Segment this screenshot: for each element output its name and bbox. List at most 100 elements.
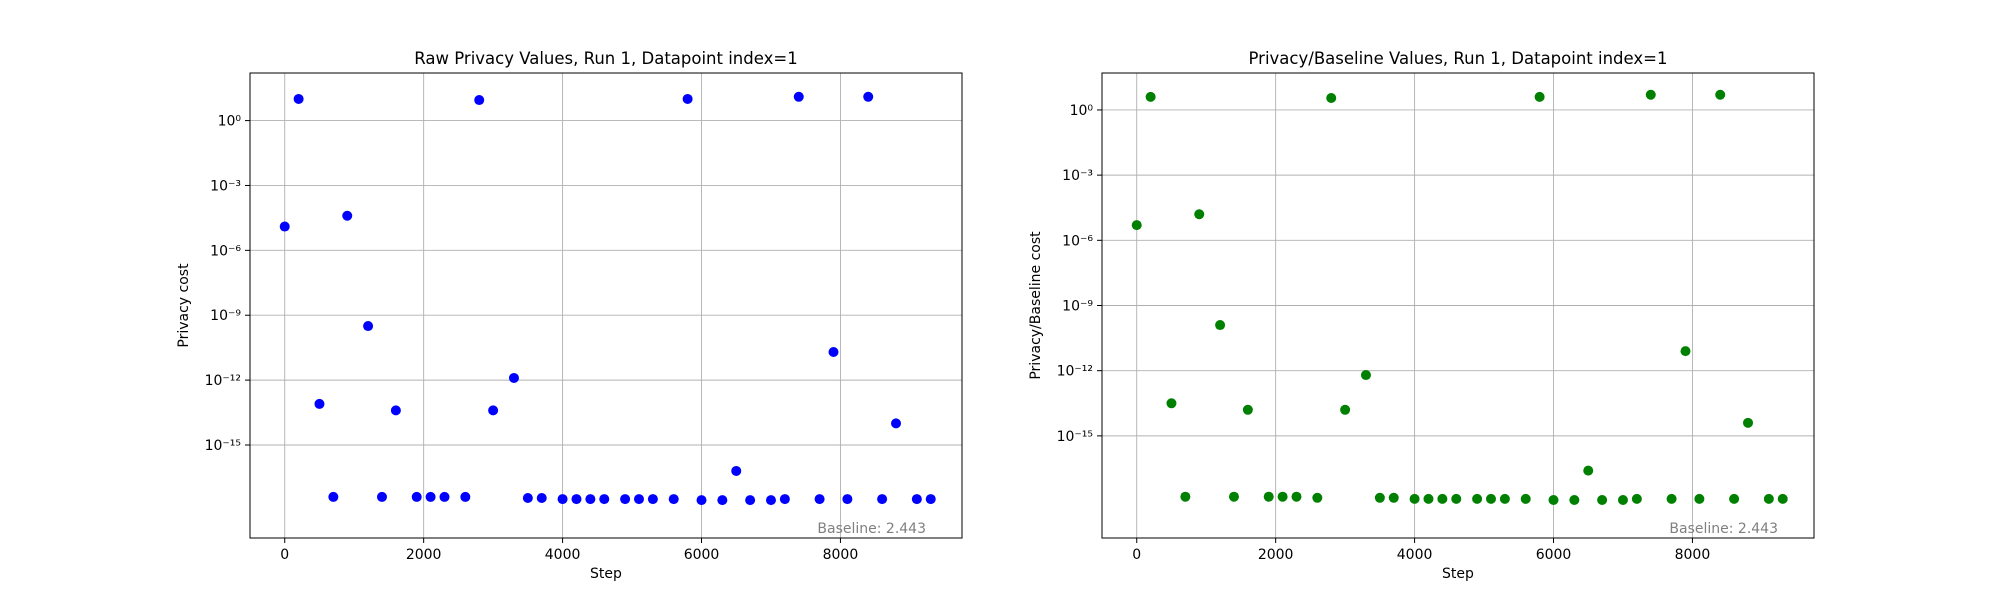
x-tick-label: 0 xyxy=(280,547,289,563)
x-axis-label: Step xyxy=(590,566,622,582)
data-point xyxy=(1423,493,1434,504)
data-point xyxy=(390,405,401,416)
x-tick-label: 0 xyxy=(1132,547,1141,563)
data-point xyxy=(363,321,374,332)
data-point xyxy=(1631,493,1642,504)
data-point xyxy=(925,494,936,505)
data-point xyxy=(1583,465,1594,476)
data-point xyxy=(1715,89,1726,100)
data-point xyxy=(682,93,693,104)
data-point xyxy=(717,495,728,506)
data-point xyxy=(1645,89,1656,100)
baseline-annotation: Baseline: 2.443 xyxy=(1669,521,1778,537)
data-point xyxy=(599,494,610,505)
x-tick-label: 4000 xyxy=(545,547,581,563)
x-tick-label: 2000 xyxy=(406,547,442,563)
data-point xyxy=(1666,493,1677,504)
data-point xyxy=(1729,493,1740,504)
data-point xyxy=(1360,370,1371,381)
data-point xyxy=(1326,92,1337,103)
data-point xyxy=(779,494,790,505)
x-tick-label: 2000 xyxy=(1258,547,1294,563)
chart-2: 0 2000 4000 6000 8000 10⁰ 10⁻³ 10⁻⁶ 10⁻⁹ 10⁻¹² 10⁻… xyxy=(1028,49,1815,582)
y-tick-label: 10⁻⁹ xyxy=(210,308,241,324)
data-point xyxy=(314,398,325,409)
data-point xyxy=(1534,91,1545,102)
data-point xyxy=(1472,493,1483,504)
data-point xyxy=(328,491,339,502)
y-tick-label: 10⁻⁹ xyxy=(1062,299,1093,315)
data-point xyxy=(1242,404,1253,415)
data-point xyxy=(1131,220,1142,231)
data-point xyxy=(1437,493,1448,504)
data-point xyxy=(1680,346,1691,357)
y-tick-label: 10⁻¹⁵ xyxy=(205,438,241,454)
x-tick-label: 8000 xyxy=(823,547,859,563)
data-point xyxy=(793,91,804,102)
data-point xyxy=(293,93,304,104)
data-point xyxy=(647,494,658,505)
data-point xyxy=(425,491,436,502)
data-point xyxy=(571,494,582,505)
data-point xyxy=(668,494,679,505)
data-point xyxy=(522,492,533,503)
chart-1: 0 2000 4000 6000 8000 10⁰ 10⁻³ 10⁻⁶ 10⁻⁹ 10⁻¹² 10⁻… xyxy=(176,49,963,582)
data-point xyxy=(376,491,387,502)
data-point xyxy=(1291,491,1302,502)
data-point xyxy=(891,418,902,429)
data-point xyxy=(1451,493,1462,504)
data-point xyxy=(765,495,776,506)
data-point xyxy=(731,465,742,476)
data-point xyxy=(1597,494,1608,505)
x-tick-label: 6000 xyxy=(684,547,720,563)
y-axis-label: Privacy cost xyxy=(176,263,192,348)
data-point xyxy=(536,492,547,503)
data-point xyxy=(488,405,499,416)
data-point xyxy=(1215,320,1226,331)
data-point xyxy=(1777,493,1788,504)
y-tick-label: 10⁻⁶ xyxy=(1062,233,1093,249)
y-tick-label: 10⁻³ xyxy=(210,178,241,194)
data-point xyxy=(1743,417,1754,428)
data-point xyxy=(1617,494,1628,505)
data-point xyxy=(1340,404,1351,415)
data-point xyxy=(633,494,644,505)
data-point xyxy=(1694,493,1705,504)
data-point xyxy=(1485,493,1496,504)
y-tick-label: 10⁻¹⁵ xyxy=(1057,429,1093,445)
y-tick-label: 10⁻¹² xyxy=(205,373,241,389)
data-point xyxy=(1374,492,1385,503)
data-point xyxy=(1228,491,1239,502)
chart-title: Privacy/Baseline Values, Run 1, Datapoin… xyxy=(1249,49,1668,68)
y-tick-label: 10⁰ xyxy=(1070,103,1094,119)
data-point xyxy=(842,494,853,505)
data-point xyxy=(877,494,888,505)
x-tick-label: 6000 xyxy=(1536,547,1572,563)
data-point xyxy=(745,495,756,506)
data-point xyxy=(620,494,631,505)
x-tick-label: 8000 xyxy=(1675,547,1711,563)
data-point xyxy=(1520,493,1531,504)
data-point xyxy=(439,491,450,502)
data-point xyxy=(1388,492,1399,503)
y-tick-label: 10⁰ xyxy=(218,114,242,130)
data-point xyxy=(1499,493,1510,504)
data-point xyxy=(814,494,825,505)
plot-frame xyxy=(249,72,963,539)
data-point xyxy=(1409,493,1420,504)
data-point xyxy=(1548,494,1559,505)
data-point xyxy=(1763,493,1774,504)
y-tick-label: 10⁻¹² xyxy=(1057,364,1093,380)
data-point xyxy=(411,491,422,502)
x-axis-label: Step xyxy=(1442,566,1474,582)
data-point xyxy=(1263,491,1274,502)
data-point xyxy=(474,95,485,106)
data-point xyxy=(696,495,707,506)
data-point xyxy=(585,494,596,505)
data-point xyxy=(1194,209,1205,220)
y-tick-label: 10⁻³ xyxy=(1062,168,1093,184)
data-point xyxy=(1569,494,1580,505)
data-point xyxy=(508,372,519,383)
data-point xyxy=(279,221,290,232)
